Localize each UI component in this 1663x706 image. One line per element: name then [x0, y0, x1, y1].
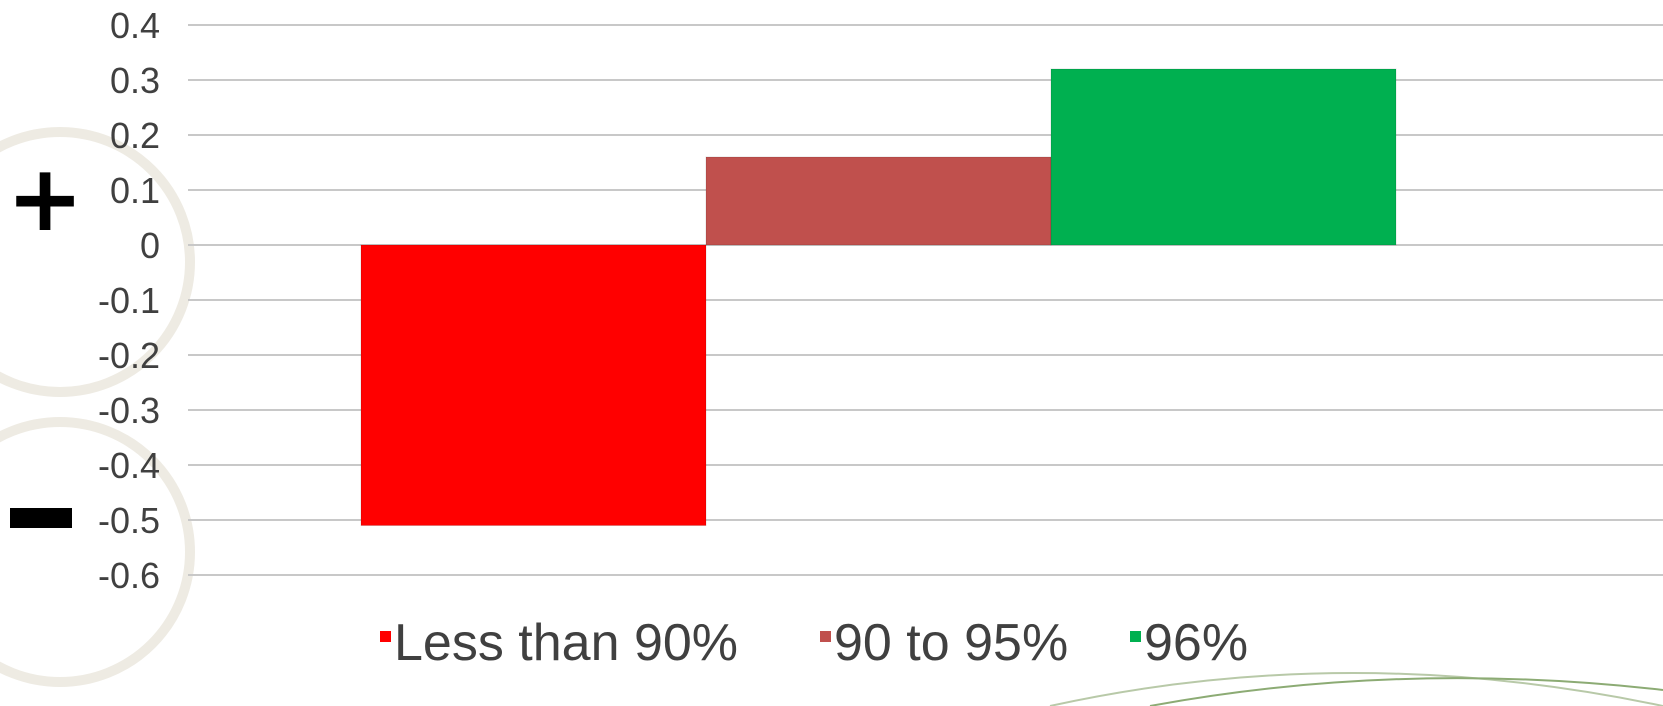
bar	[360, 244, 707, 526]
y-tick-label: 0.3	[110, 60, 160, 101]
sign-annotations: +	[6, 145, 84, 528]
legend-swatch	[820, 631, 831, 642]
minus-sign	[10, 508, 72, 528]
y-tick-label: -0.2	[98, 335, 160, 376]
legend-swatch	[380, 631, 391, 642]
decorative-circles	[0, 127, 1663, 706]
bar	[1050, 68, 1397, 246]
decorative-arc-bottom-right	[1049, 672, 1663, 706]
y-tick-label: 0.4	[110, 5, 160, 46]
legend-label: Less than 90%	[394, 614, 738, 672]
y-tick-label: 0.2	[110, 115, 160, 156]
legend-swatch	[1130, 631, 1141, 642]
y-tick-label: -0.1	[98, 280, 160, 321]
decorative-circle-bottom	[0, 417, 195, 687]
y-tick-label: 0	[140, 225, 160, 266]
y-tick-label: 0.1	[110, 170, 160, 211]
legend: Less than 90% 90 to 95% 96%	[380, 614, 1248, 672]
legend-label: 90 to 95%	[834, 614, 1068, 672]
y-tick-label: -0.6	[98, 555, 160, 596]
decorative-arc-bottom-right-2	[1149, 677, 1663, 706]
y-tick-label: -0.5	[98, 500, 160, 541]
plus-sign: +	[6, 145, 83, 252]
y-tick-label: -0.3	[98, 390, 160, 431]
legend-label: 96%	[1144, 614, 1248, 672]
decorative-circle-top	[0, 127, 195, 397]
y-axis-tick-labels: 0.4 0.3 0.2 0.1 0 -0.1 -0.2 -0.3 -0.4 -0.5 -0.6	[98, 5, 160, 596]
y-tick-label: -0.4	[98, 445, 160, 486]
bar	[705, 156, 1052, 246]
bars	[360, 68, 1397, 526]
